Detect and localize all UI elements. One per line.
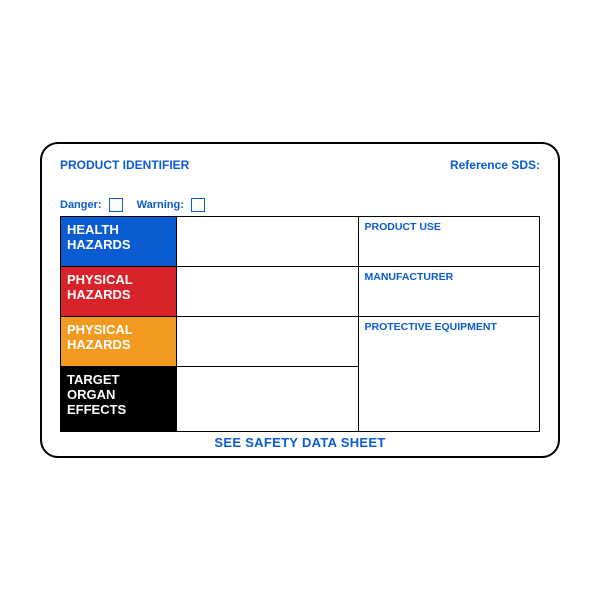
protective-equipment-field[interactable]: PROTECTIVE EQUIPMENT: [359, 317, 541, 432]
protective-equipment-label: PROTECTIVE EQUIPMENT: [365, 321, 497, 333]
warning-label: Warning:: [137, 199, 184, 211]
hazard-label-target-organ: TARGET ORGANEFFECTS: [61, 367, 177, 432]
hazard-label-physical-2: PHYSICALHAZARDS: [61, 317, 177, 367]
footer-see-sds: SEE SAFETY DATA SHEET: [60, 432, 540, 450]
hazard-field-physical-1[interactable]: [177, 267, 359, 317]
product-use-field[interactable]: PRODUCT USE: [359, 217, 541, 267]
manufacturer-label: MANUFACTURER: [365, 271, 454, 283]
hazard-label-physical-1: PHYSICALHAZARDS: [61, 267, 177, 317]
product-use-label: PRODUCT USE: [365, 221, 441, 233]
signal-word-row: Danger: Warning:: [60, 198, 540, 212]
reference-sds-label: Reference SDS:: [450, 158, 540, 172]
ghs-label-card: PRODUCT IDENTIFIER Reference SDS: Danger…: [40, 142, 560, 458]
hazard-label-health: HEALTHHAZARDS: [61, 217, 177, 267]
hazard-field-physical-2[interactable]: [177, 317, 359, 367]
warning-checkbox[interactable]: [191, 198, 205, 212]
product-identifier-label: PRODUCT IDENTIFIER: [60, 158, 189, 172]
danger-group: Danger:: [60, 198, 123, 212]
manufacturer-field[interactable]: MANUFACTURER: [359, 267, 541, 317]
danger-checkbox[interactable]: [109, 198, 123, 212]
danger-label: Danger:: [60, 199, 102, 211]
header-row: PRODUCT IDENTIFIER Reference SDS:: [60, 158, 540, 172]
hazard-grid: HEALTHHAZARDS PRODUCT USE PHYSICALHAZARD…: [60, 216, 540, 432]
warning-group: Warning:: [137, 198, 205, 212]
hazard-field-health[interactable]: [177, 217, 359, 267]
hazard-field-target-organ[interactable]: [177, 367, 359, 432]
